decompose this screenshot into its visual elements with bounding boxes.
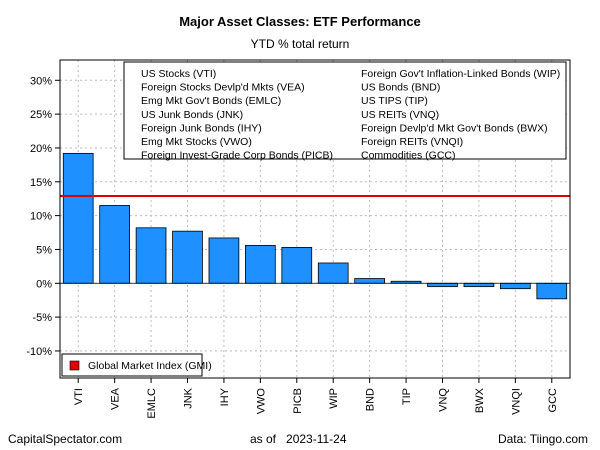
legend-entry: US TIPS (TIP) — [361, 95, 428, 107]
gmi-legend-box — [61, 353, 203, 377]
footer-source-site: CapitalSpectator.com — [8, 432, 123, 446]
legend-entry: Foreign Devlp'd Mkt Gov't Bonds (BWX) — [361, 122, 548, 134]
legend-entry: Commodities (GCC) — [361, 150, 456, 162]
y-tick-label: 30% — [30, 75, 52, 87]
footer-date: as of 2023-11-24 — [250, 432, 347, 446]
x-tick-label-gcc: GCC — [547, 388, 559, 413]
legend-entry: US Stocks (VTI) — [141, 68, 216, 80]
y-tick-label: 15% — [30, 177, 52, 189]
y-tick-label: 20% — [30, 143, 52, 155]
bar-jnk: JNK: 7.7% — [172, 230, 203, 284]
y-tick-label: 5% — [36, 244, 52, 256]
legend-entry: US REITs (VNQ) — [361, 109, 439, 121]
chart-title: Major Asset Classes: ETF Performance — [179, 14, 421, 29]
x-tick-label-ihy: IHY — [219, 387, 231, 406]
legend-entry: US Bonds (BND) — [361, 82, 440, 94]
bar-emlc: EMLC: 8.2% — [135, 227, 167, 284]
y-tick-label: 10% — [30, 211, 52, 223]
x-tick-label-picb: PICB — [292, 388, 304, 414]
legend-entry: Emg Mkt Stocks (VWO) — [141, 136, 252, 148]
x-tick-label-jnk: JNK — [183, 387, 195, 408]
x-tick-label-vwo: VWO — [255, 388, 267, 415]
bar-vea: VEA: 11.5% — [99, 205, 130, 284]
legend-entry: Foreign Junk Bonds (IHY) — [141, 122, 262, 134]
x-tick-label-bwx: BWX — [474, 387, 486, 413]
plot-frame — [59, 59, 571, 379]
bar-gcc: GCC: -2.3% — [536, 282, 568, 300]
legend-entry: Foreign Gov't Inflation-Linked Bonds (WI… — [361, 68, 560, 80]
bar-wip: WIP: 3% — [317, 262, 349, 284]
x-tick-label-vea: VEA — [110, 387, 122, 410]
bar-vnq: VNQ: -0.5% — [427, 282, 458, 288]
footer-date-value: 2023-11-24 — [286, 432, 347, 446]
legend-entry: Foreign Invest-Grade Corp Bonds (PICB) — [141, 150, 333, 162]
x-tick-label-bnd: BND — [365, 388, 377, 411]
etf-legend-box — [123, 61, 567, 160]
bar-vnqi: VNQI: -0.8% — [500, 282, 531, 290]
footer-date-prefix: as of — [250, 432, 277, 446]
footer-data-source: Data: Tiingo.com — [497, 432, 588, 446]
y-tick-label: -5% — [32, 312, 52, 324]
x-tick-label-vnq: VNQ — [438, 388, 450, 412]
y-tick-label: -10% — [26, 346, 52, 358]
bar-bwx: BWX: -0.5% — [463, 282, 495, 288]
bar-bnd: BND: 0.7% — [354, 278, 385, 284]
gmi-legend-swatch — [69, 360, 80, 371]
legend-entry: Foreign Stocks Devlp'd Mkts (VEA) — [141, 82, 305, 94]
legend-entry: Emg Mkt Gov't Bonds (EMLC) — [141, 95, 281, 107]
bar-ihy: IHY: 6.7% — [208, 237, 240, 284]
y-tick-label: 25% — [30, 109, 52, 121]
x-tick-label-wip: WIP — [328, 388, 340, 409]
gmi-legend-label: Global Market Index (GMI) — [88, 360, 212, 372]
chart-subtitle: YTD % total return — [250, 37, 350, 51]
legend-entry: US Junk Bonds (JNK) — [141, 109, 243, 121]
x-tick-label-emlc: EMLC — [146, 388, 158, 419]
x-tick-label-vnqi: VNQI — [510, 388, 522, 415]
x-tick-label-vti: VTI — [73, 388, 85, 405]
y-tick-label: 0% — [36, 278, 52, 290]
bar-picb: PICB: 5.3% — [281, 247, 313, 284]
bar-vwo: VWO: 5.6% — [245, 244, 276, 284]
x-tick-label-tip: TIP — [401, 388, 413, 405]
bar-vti: VTI: 19.2% — [62, 152, 94, 284]
legend-entry: Foreign REITs (VNQI) — [361, 136, 463, 148]
